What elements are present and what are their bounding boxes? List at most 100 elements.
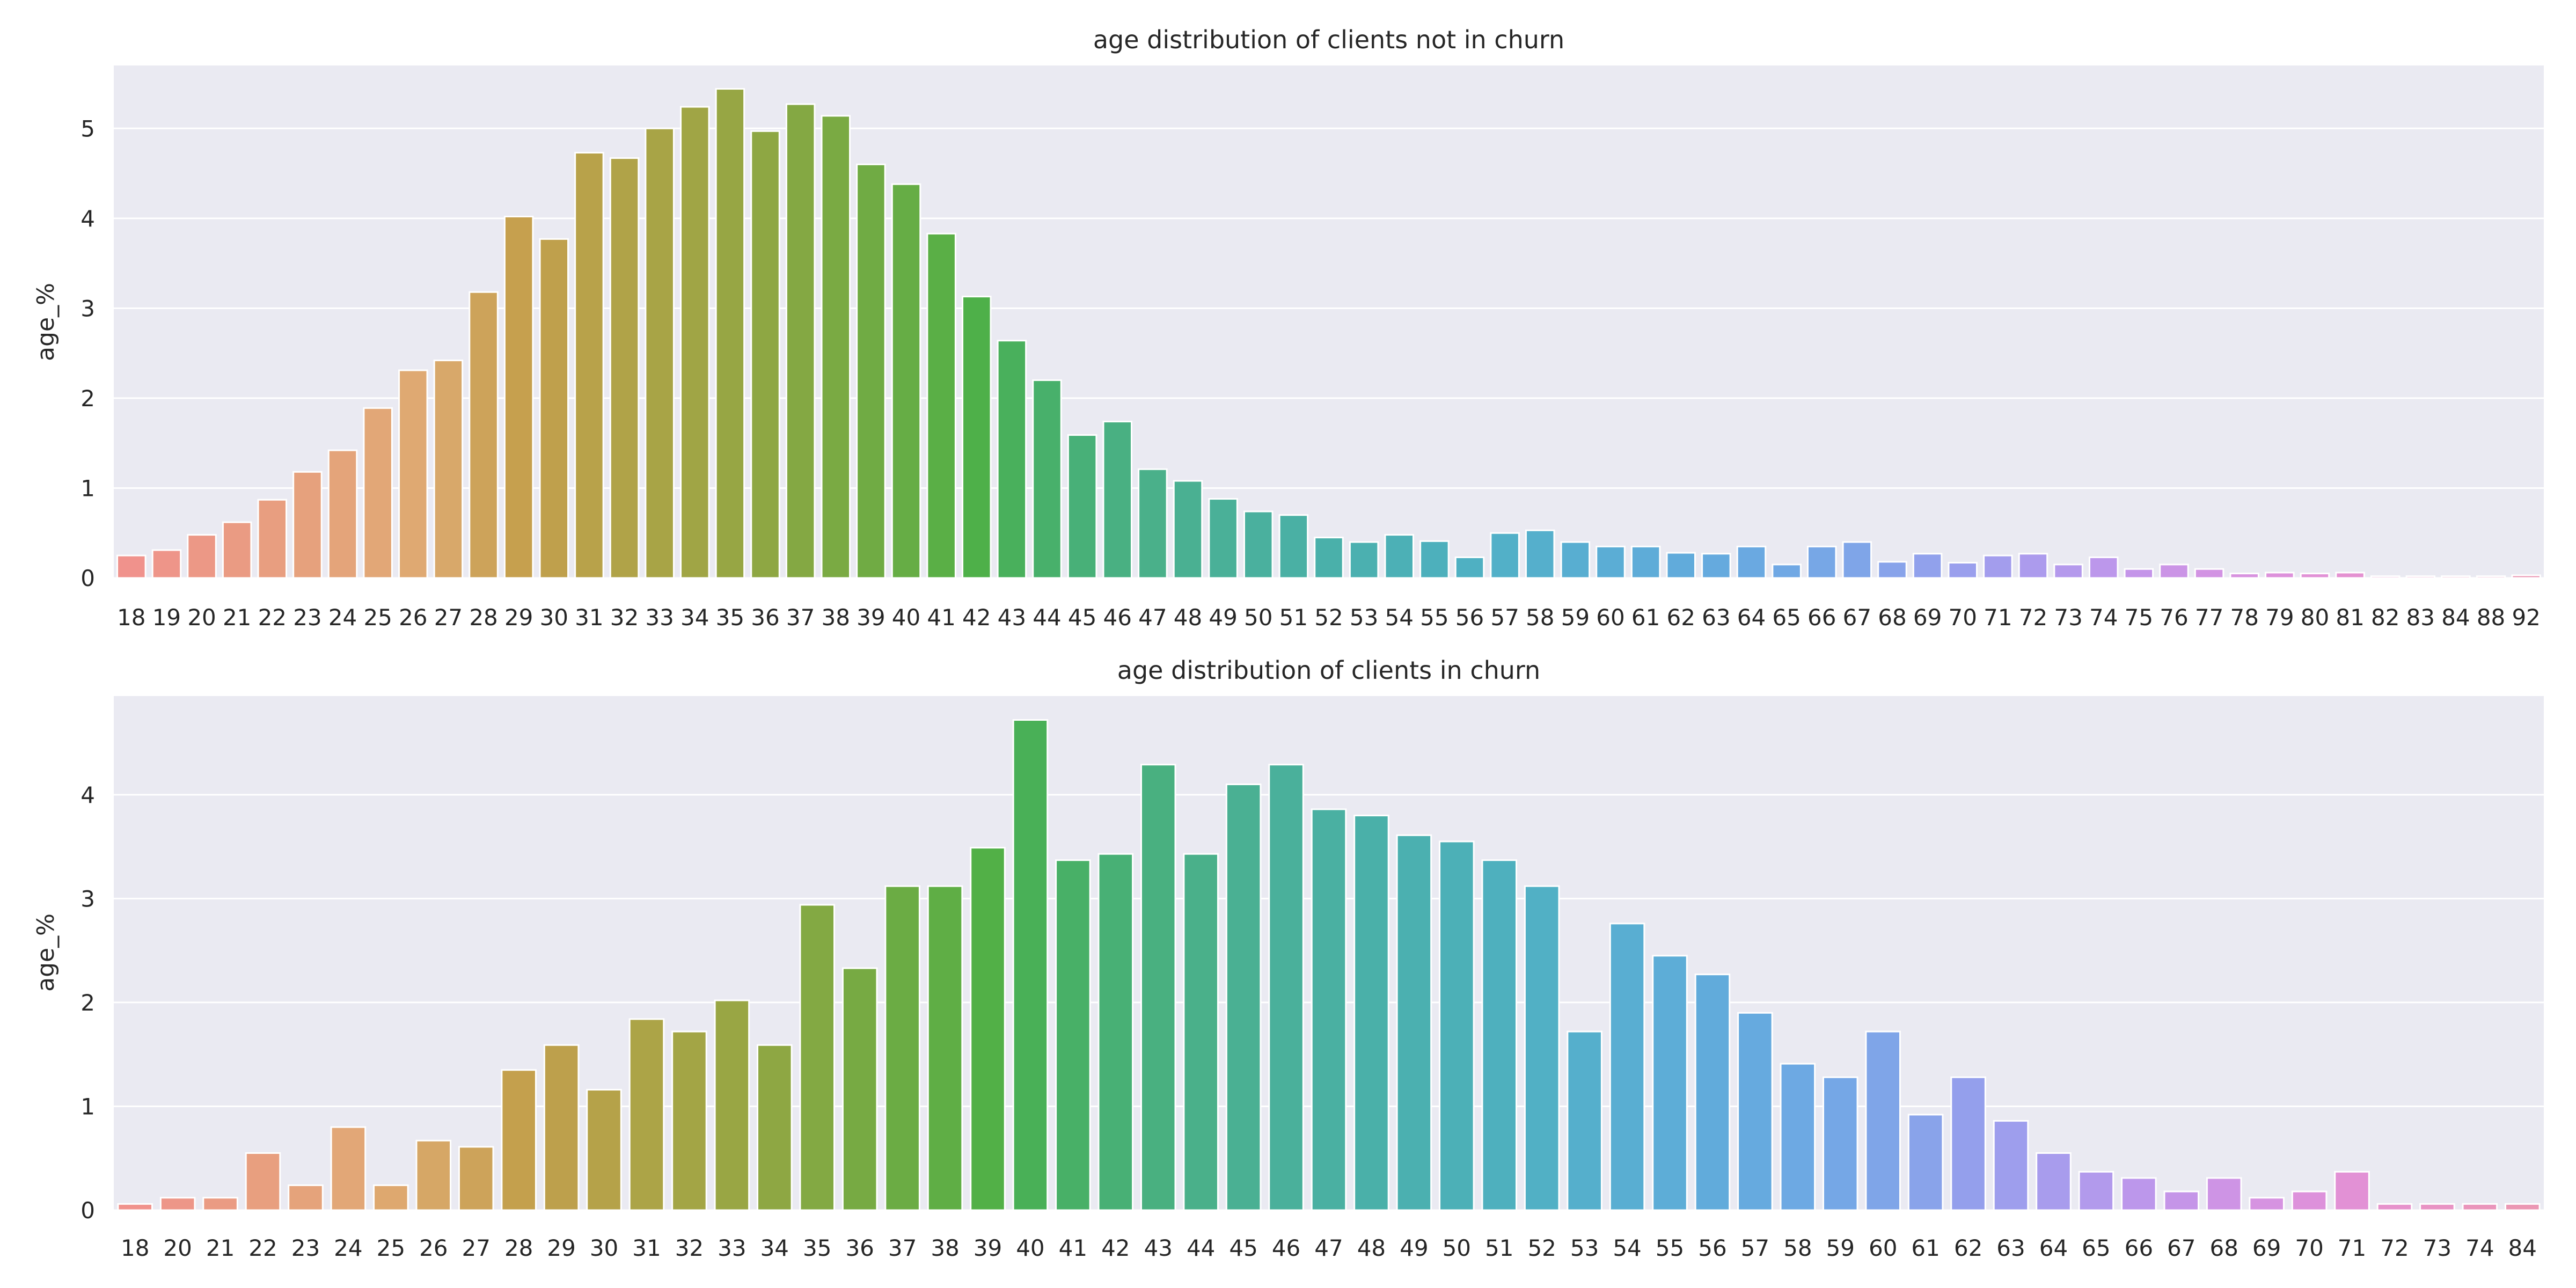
bar-age-38 — [927, 885, 963, 1211]
bar-age-30 — [586, 1088, 622, 1211]
bar-age-64 — [2036, 1152, 2072, 1211]
bar-age-25 — [363, 407, 393, 579]
x-tick-label: 25 — [377, 1235, 405, 1261]
bar-age-54 — [1609, 923, 1645, 1211]
bar-age-92 — [2511, 574, 2541, 579]
x-tick-label: 38 — [931, 1235, 959, 1261]
x-tick-label: 50 — [1443, 1235, 1471, 1261]
x-tick-label: 36 — [845, 1235, 874, 1261]
x-tick-label: 49 — [1209, 604, 1237, 631]
bar-age-47 — [1138, 468, 1168, 579]
x-tick-label: 61 — [1631, 604, 1660, 631]
x-tick-label: 83 — [2406, 604, 2435, 631]
x-tick-label: 48 — [1357, 1235, 1386, 1261]
bar-age-57 — [1490, 532, 1520, 579]
x-tick-label: 84 — [2441, 604, 2470, 631]
x-tick-label: 43 — [1144, 1235, 1173, 1261]
y-axis-label: age_% — [32, 913, 60, 992]
x-tick-label: 74 — [2089, 604, 2118, 631]
y-tick-label: 3 — [80, 885, 95, 912]
bar-age-44 — [1032, 379, 1062, 579]
x-tick-label: 21 — [206, 1235, 235, 1261]
bar-age-81 — [2335, 572, 2365, 579]
y-tick-label: 2 — [80, 385, 95, 412]
y-tick-label: 4 — [80, 782, 95, 808]
bar-age-23 — [288, 1184, 324, 1211]
x-tick-label: 55 — [1420, 604, 1448, 631]
x-tick-label: 74 — [2465, 1235, 2494, 1261]
x-tick-label: 34 — [760, 1235, 789, 1261]
bar-age-55 — [1652, 955, 1688, 1211]
x-tick-label: 52 — [1527, 1235, 1556, 1261]
bar-age-69 — [1912, 553, 1943, 579]
x-tick-label: 39 — [974, 1235, 1002, 1261]
x-tick-label: 63 — [1702, 604, 1730, 631]
x-tick-label: 52 — [1314, 604, 1343, 631]
x-tick-label: 20 — [187, 604, 216, 631]
bars — [117, 719, 2541, 1211]
x-tick-label: 21 — [223, 604, 251, 631]
bar-age-73 — [2053, 564, 2083, 579]
bar-age-21 — [222, 521, 252, 579]
bar-age-74 — [2088, 556, 2119, 579]
bar-age-49 — [1208, 498, 1238, 579]
bar-age-62 — [1666, 552, 1696, 579]
bar-age-50 — [1439, 840, 1475, 1211]
x-tick-label: 65 — [1772, 604, 1801, 631]
bar-age-48 — [1353, 815, 1389, 1211]
x-tick-label: 28 — [504, 1235, 533, 1261]
bar-age-60 — [1596, 545, 1626, 579]
x-tick-label: 20 — [163, 1235, 192, 1261]
bar-age-57 — [1737, 1012, 1773, 1211]
bar-age-41 — [926, 232, 956, 579]
bar-age-37 — [884, 885, 920, 1211]
x-tick-label: 29 — [547, 1235, 575, 1261]
x-tick-label: 48 — [1174, 604, 1202, 631]
x-tick-label: 27 — [434, 604, 463, 631]
x-tick-label: 42 — [962, 604, 991, 631]
bar-age-33 — [714, 999, 750, 1211]
x-tick-label: 70 — [1948, 604, 1977, 631]
x-tick-label: 63 — [1996, 1235, 2025, 1261]
x-tick-label: 67 — [1843, 604, 1871, 631]
x-tick-label: 54 — [1385, 604, 1414, 631]
x-tick-label: 58 — [1783, 1235, 1812, 1261]
x-tick-label: 47 — [1138, 604, 1167, 631]
x-tick-label: 64 — [2039, 1235, 2068, 1261]
x-tick-label: 30 — [540, 604, 568, 631]
bar-age-84 — [2441, 575, 2471, 579]
bar-age-40 — [1012, 719, 1049, 1211]
bar-age-61 — [1907, 1114, 1944, 1211]
x-tick-label: 65 — [2082, 1235, 2110, 1261]
y-tick-label: 1 — [80, 475, 95, 501]
x-tick-label: 78 — [2230, 604, 2258, 631]
bar-age-39 — [856, 163, 886, 579]
bar-age-72 — [2376, 1203, 2413, 1211]
y-tick-label: 1 — [80, 1093, 95, 1119]
x-tick-label: 42 — [1101, 1235, 1130, 1261]
x-tick-label: 69 — [2252, 1235, 2281, 1261]
bar-age-34 — [680, 106, 710, 579]
bar-age-53 — [1567, 1030, 1602, 1211]
x-tick-label: 22 — [248, 1235, 277, 1261]
bar-age-61 — [1630, 545, 1661, 579]
bar-age-58 — [1780, 1063, 1816, 1211]
chart-title: age distribution of clients not in churn — [1093, 25, 1564, 54]
x-tick-label: 45 — [1229, 1235, 1257, 1261]
x-tick-label: 84 — [2508, 1235, 2537, 1261]
bar-age-29 — [503, 215, 534, 579]
x-tick-label: 54 — [1613, 1235, 1641, 1261]
x-tick-label: 18 — [117, 604, 145, 631]
bar-age-27 — [458, 1146, 494, 1211]
bar-age-50 — [1243, 510, 1274, 579]
x-tick-label: 62 — [1954, 1235, 1982, 1261]
x-tick-label: 80 — [2301, 604, 2329, 631]
bar-age-31 — [574, 152, 604, 579]
bar-age-32 — [671, 1030, 707, 1211]
y-tick-labels: 0 1 2 3 4 5 — [80, 115, 95, 591]
bar-age-73 — [2419, 1203, 2455, 1211]
bar-age-59 — [1822, 1076, 1858, 1211]
x-tick-label: 35 — [803, 1235, 831, 1261]
bar-age-22 — [245, 1152, 281, 1211]
